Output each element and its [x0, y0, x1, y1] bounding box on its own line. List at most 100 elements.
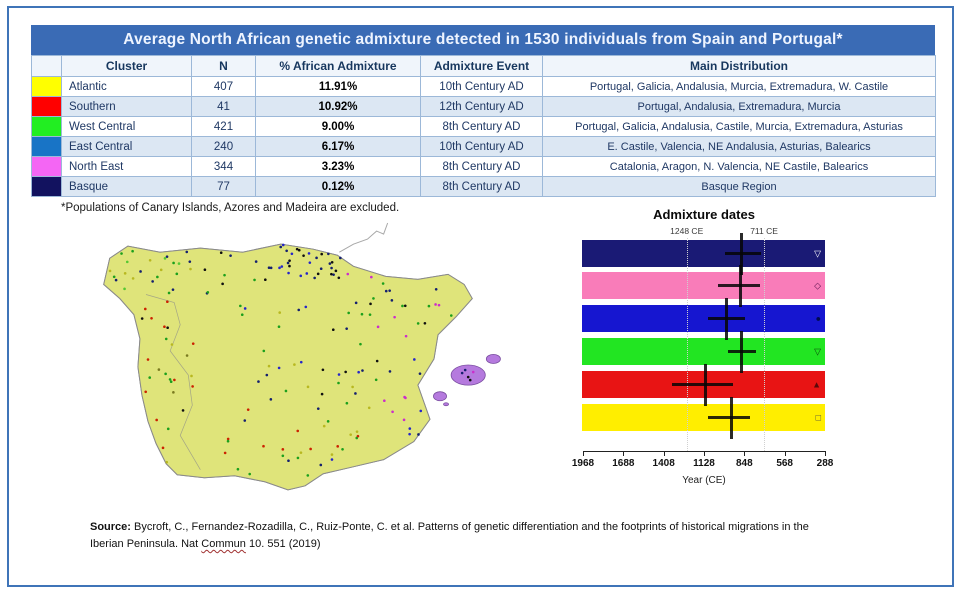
sample-dot	[367, 406, 371, 410]
distribution-cell: Portugal, Galicia, Andalusia, Murcia, Ex…	[542, 76, 936, 97]
sample-dot	[313, 276, 316, 280]
sample-dot	[281, 454, 285, 458]
sample-dot	[265, 373, 269, 377]
x-axis-tick-label: 1688	[612, 458, 635, 469]
date-estimate-line	[738, 264, 742, 307]
sample-dot	[155, 418, 158, 422]
sample-dot	[140, 317, 144, 320]
sample-dot	[374, 378, 378, 382]
sample-dot	[281, 448, 285, 451]
x-axis-tick-label: 1968	[571, 458, 595, 469]
x-axis-label: Year (CE)	[682, 475, 726, 486]
sample-dot	[328, 262, 332, 265]
reference-line	[764, 238, 766, 451]
sample-dot	[163, 257, 167, 260]
sample-dot	[267, 364, 271, 368]
admixture-event-cell: 12th Century AD	[420, 96, 543, 117]
x-axis-tick	[583, 451, 584, 456]
sample-dot	[243, 307, 247, 310]
table-row: East Central 240 6.17% 10th Century AD E. Ca…	[31, 136, 936, 157]
sample-dot	[408, 432, 411, 436]
sample-dot	[471, 370, 475, 374]
sample-dot	[388, 370, 392, 373]
cluster-bar-east-central: ●	[582, 305, 825, 332]
sample-dot	[297, 308, 301, 312]
admixture-event-cell: 8th Century AD	[420, 116, 543, 137]
x-axis-tick	[663, 451, 665, 456]
sample-dot	[281, 243, 285, 247]
sample-dot	[229, 254, 232, 257]
sample-dot	[321, 368, 325, 372]
sample-dot	[253, 278, 256, 282]
sample-dot	[331, 328, 335, 332]
sample-dot	[468, 378, 472, 382]
sample-dot	[177, 262, 181, 265]
sample-dot	[172, 261, 175, 265]
cluster-bar-north-east: ◇	[582, 272, 825, 299]
cluster-color-swatch	[31, 76, 62, 97]
sample-dot	[332, 273, 335, 276]
pct-admixture-cell: 10.92%	[255, 96, 421, 117]
sample-dot	[173, 378, 176, 382]
sample-dot	[264, 278, 267, 282]
cluster-name-cell: East Central	[61, 136, 192, 157]
sample-dot	[305, 272, 309, 275]
sample-dot	[381, 282, 385, 285]
sample-dot	[278, 266, 281, 270]
sample-dot	[175, 272, 179, 276]
sample-dot	[191, 342, 195, 345]
sample-dot	[288, 259, 291, 262]
cluster-name-cell: West Central	[61, 116, 192, 137]
sample-dot	[337, 381, 340, 385]
sample-dot	[166, 300, 169, 304]
france-coastline-line	[339, 222, 389, 253]
sample-dot	[120, 252, 123, 255]
sample-dot	[319, 267, 323, 271]
sample-dot	[167, 291, 171, 295]
sample-dot	[164, 372, 167, 376]
cluster-name-cell: North East	[61, 156, 192, 177]
sample-dot	[307, 252, 311, 255]
table-title: Average North African genetic admixture …	[31, 25, 935, 55]
x-axis-tick-label: 848	[735, 458, 753, 469]
sample-dot	[143, 307, 147, 311]
sample-dot	[345, 401, 349, 405]
sample-dot	[320, 252, 324, 256]
sample-dot	[334, 269, 338, 273]
cluster-color-swatch	[31, 96, 62, 117]
sample-dot	[349, 433, 353, 436]
n-cell: 407	[191, 76, 256, 97]
sample-dot	[330, 458, 334, 461]
admixture-event-cell: 10th Century AD	[420, 136, 543, 157]
sample-dot	[188, 260, 192, 263]
sample-dot	[165, 460, 169, 464]
sample-dot	[144, 390, 147, 394]
date-estimate-line	[730, 396, 734, 439]
sample-dot	[166, 326, 169, 330]
cluster-color-swatch	[31, 116, 62, 137]
sample-dot	[191, 385, 194, 388]
sample-dot	[299, 451, 303, 454]
cluster-marker-icon: ▲	[812, 379, 821, 389]
sample-dot	[370, 275, 373, 279]
sample-dot	[383, 399, 386, 403]
cluster-marker-icon: ▽	[814, 248, 821, 258]
column-header: Main Distribution	[542, 55, 936, 77]
distribution-cell: Portugal, Galicia, Andalusia, Castile, M…	[542, 116, 936, 137]
cluster-color-swatch	[31, 136, 62, 157]
sample-dot	[388, 289, 391, 292]
sample-dot	[403, 304, 407, 308]
cluster-marker-icon: ▽	[814, 346, 821, 356]
sample-dot	[296, 456, 300, 460]
sample-dot	[279, 245, 283, 249]
distribution-cell: Portugal, Andalusia, Extremadura, Murcia	[542, 96, 936, 117]
sample-dot	[404, 396, 407, 400]
table-row: North East 344 3.23% 8th Century AD Cataloni…	[31, 156, 936, 177]
sample-dot	[330, 453, 334, 456]
sample-dot	[304, 305, 308, 309]
sample-dot	[185, 250, 189, 254]
sample-dot	[223, 273, 226, 277]
sample-dot	[239, 304, 242, 308]
date-estimate-line	[703, 363, 707, 406]
